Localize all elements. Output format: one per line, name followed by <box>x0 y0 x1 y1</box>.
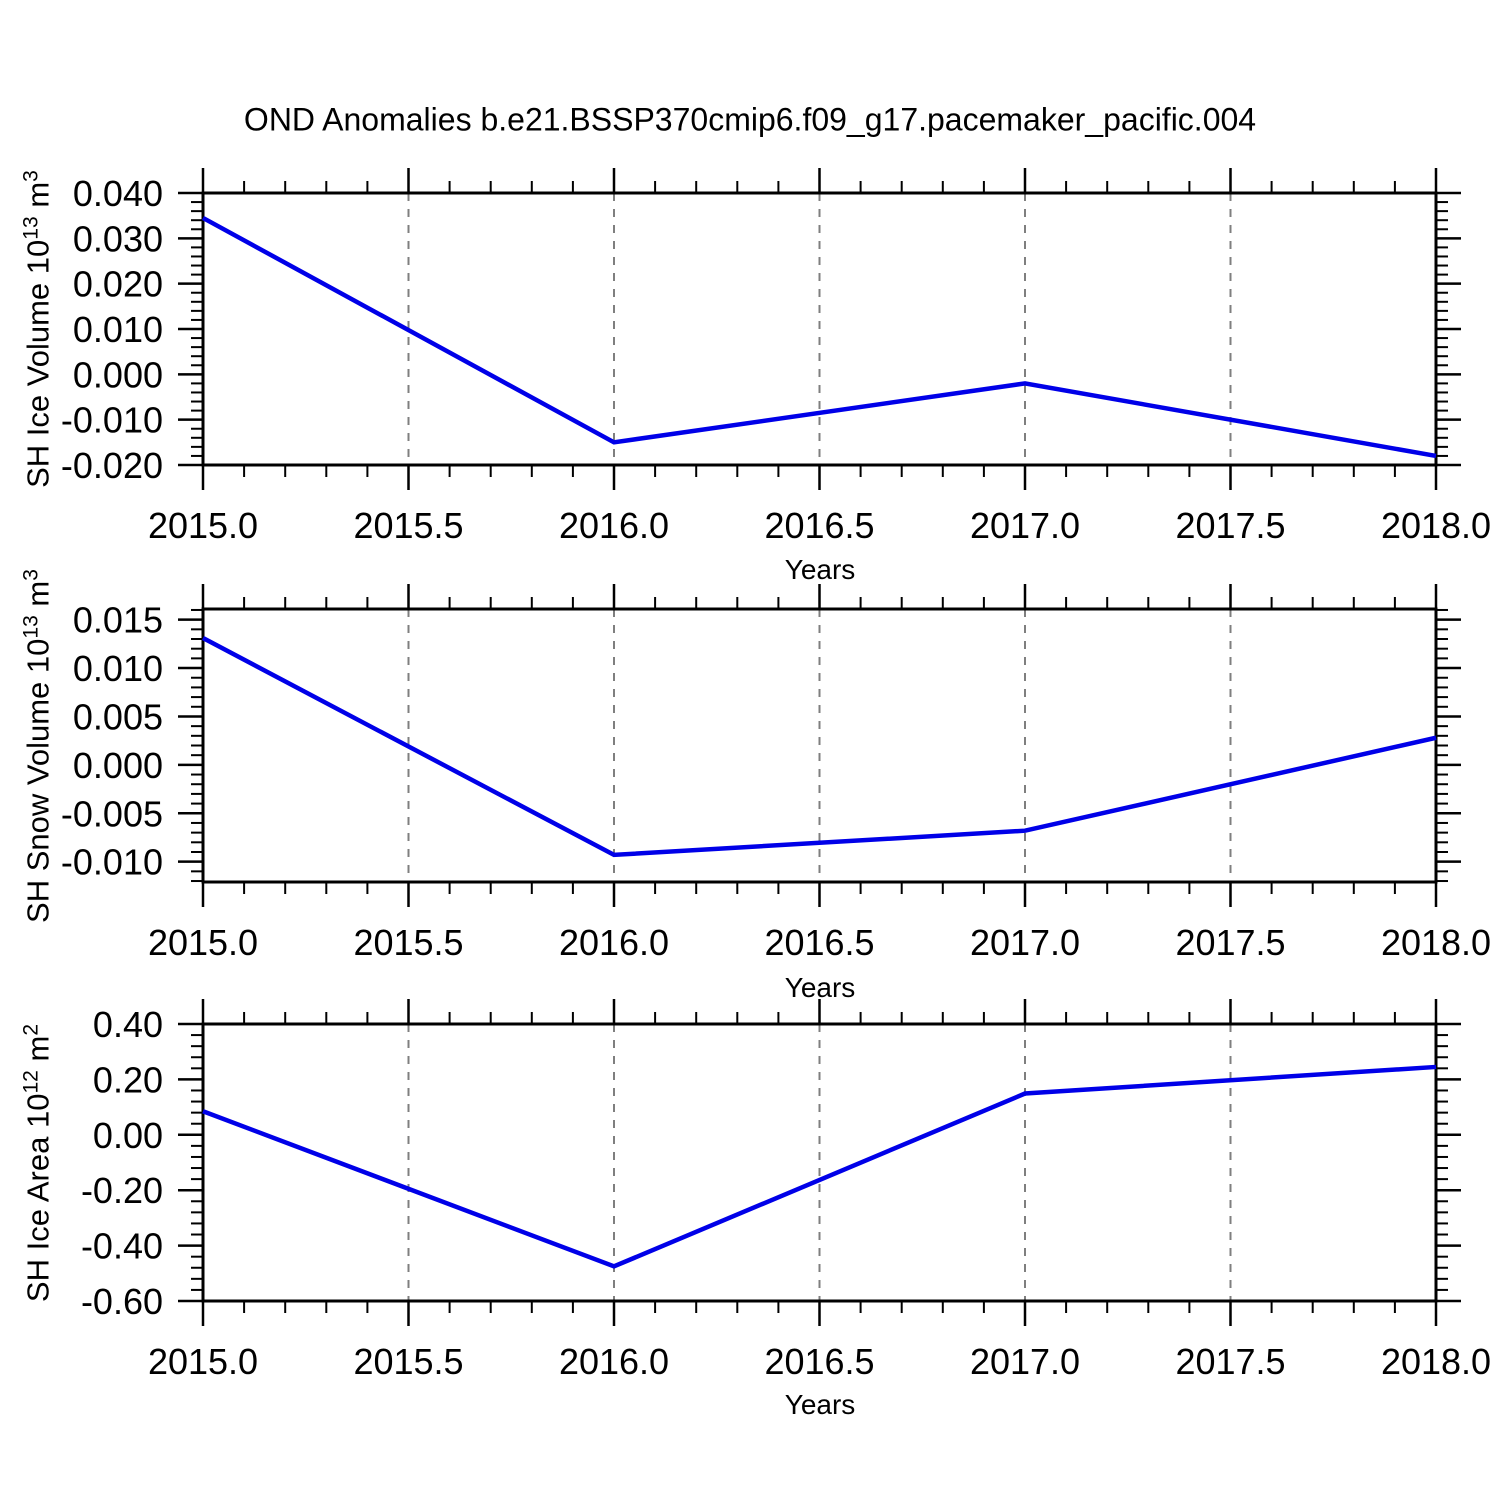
y-tick-label: -0.40 <box>81 1226 163 1267</box>
x-tick-label: 2017.0 <box>970 1341 1080 1382</box>
data-line <box>201 215 1437 459</box>
x-tick-label: 2015.5 <box>353 505 463 546</box>
x-tick-label: 2018.0 <box>1381 505 1491 546</box>
data-line <box>201 636 1437 858</box>
x-tick-label: 2016.0 <box>559 505 669 546</box>
x-tick-label: 2016.5 <box>764 1341 874 1382</box>
x-tick-label: 2018.0 <box>1381 922 1491 963</box>
x-tick-label: 2017.0 <box>970 505 1080 546</box>
x-tick-label: 2016.0 <box>559 922 669 963</box>
y-tick-label: -0.20 <box>81 1170 163 1211</box>
x-tick-label: 2016.5 <box>764 922 874 963</box>
y-tick-label: 0.040 <box>73 173 163 214</box>
x-tick-label: 2017.0 <box>970 922 1080 963</box>
y-axis-title-ice-area: SH Ice Area 1012 m2 <box>19 1023 56 1303</box>
x-tick-label: 2015.5 <box>353 922 463 963</box>
y-tick-label: 0.010 <box>73 309 163 350</box>
y-tick-label: -0.60 <box>81 1281 163 1322</box>
x-tick-label: 2015.5 <box>353 1341 463 1382</box>
chart-title: OND Anomalies b.e21.BSSP370cmip6.f09_g17… <box>243 101 1257 138</box>
plot-frame <box>201 1022 1438 1303</box>
y-axis-title-ice-volume: SH Ice Volume 1013 m3 <box>19 170 56 488</box>
x-axis-title-panel-1: Years <box>784 554 856 585</box>
y-tick-label: 0.010 <box>73 648 163 689</box>
y-tick-label: 0.40 <box>93 1004 163 1045</box>
y-tick-label: 0.20 <box>93 1059 163 1100</box>
x-tick-label: 2017.5 <box>1175 505 1285 546</box>
y-tick-label: 0.005 <box>73 696 163 737</box>
y-tick-label: 0.015 <box>73 600 163 641</box>
x-tick-label: 2016.0 <box>559 1341 669 1382</box>
data-line <box>202 1064 1437 1269</box>
y-tick-label: -0.010 <box>61 842 163 883</box>
x-tick-label: 2015.0 <box>148 1341 258 1382</box>
x-tick-label: 2017.5 <box>1175 1341 1285 1382</box>
x-tick-label: 2016.5 <box>764 505 874 546</box>
y-tick-label: 0.020 <box>73 264 163 305</box>
y-axis-title-snow-volume: SH Snow Volume 1013 m3 <box>19 569 56 923</box>
y-tick-label: 0.030 <box>73 218 163 259</box>
y-tick-label: -0.020 <box>61 445 163 486</box>
y-tick-label: 0.00 <box>93 1115 163 1156</box>
x-axis-title-panel-3: Years <box>784 1389 856 1420</box>
x-tick-label: 2015.0 <box>148 505 258 546</box>
y-tick-label: -0.010 <box>61 400 163 441</box>
x-tick-label: 2017.5 <box>1175 922 1285 963</box>
x-tick-label: 2015.0 <box>148 922 258 963</box>
x-axis-title-panel-2: Years <box>784 972 856 1003</box>
y-tick-label: -0.005 <box>61 793 163 834</box>
x-tick-label: 2018.0 <box>1381 1341 1491 1382</box>
y-tick-label: 0.000 <box>73 745 163 786</box>
y-tick-label: 0.000 <box>73 354 163 395</box>
